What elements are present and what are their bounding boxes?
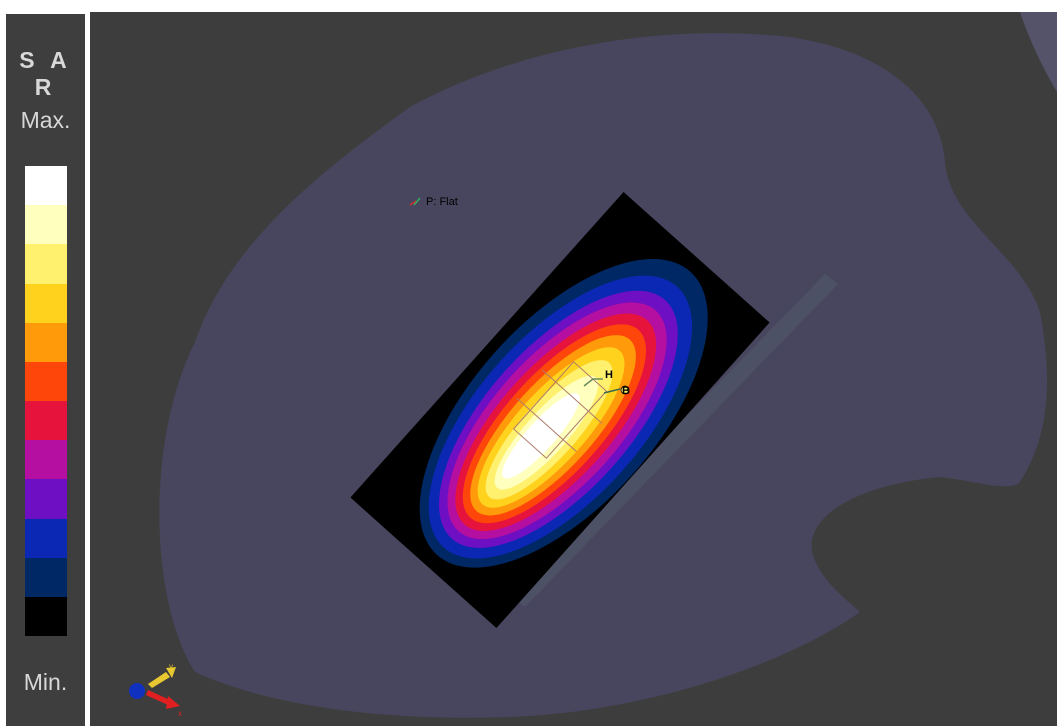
probe-label: P: Flat bbox=[426, 196, 458, 208]
color-scale-swatch bbox=[25, 361, 67, 402]
probe-shaft bbox=[510, 274, 838, 607]
sar-scan-area bbox=[350, 191, 770, 629]
sar-legend: S A R Max. Min. bbox=[6, 14, 85, 726]
b-marker-line bbox=[603, 388, 621, 394]
color-scale-swatch bbox=[25, 166, 67, 206]
b-marker-dot bbox=[620, 385, 630, 395]
h-marker-label: H bbox=[605, 369, 613, 381]
scene-svg: H B P: Flat y x bbox=[129, 12, 1057, 718]
color-scale-swatch bbox=[25, 244, 67, 284]
probe-marker-green bbox=[413, 197, 421, 206]
color-scale-swatch bbox=[25, 322, 67, 362]
color-scale-swatch bbox=[25, 596, 67, 637]
color-scale-swatch bbox=[25, 479, 67, 519]
b-marker-label: B bbox=[622, 385, 630, 397]
color-scale bbox=[25, 166, 67, 637]
color-scale-swatch bbox=[25, 283, 67, 323]
axis-x-label: x bbox=[178, 709, 182, 718]
axis-y-label: y bbox=[169, 662, 173, 671]
legend-title: S A R bbox=[19, 47, 72, 100]
3d-viewport[interactable]: H B P: Flat y x bbox=[90, 12, 1057, 726]
color-scale-swatch bbox=[25, 557, 67, 597]
color-scale-swatch bbox=[25, 518, 67, 558]
color-scale-swatch bbox=[25, 205, 67, 245]
axis-gizmo: y x bbox=[129, 662, 182, 718]
color-scale-swatch bbox=[25, 401, 67, 441]
color-scale-swatch bbox=[25, 440, 67, 480]
probe-marker-red bbox=[409, 200, 417, 206]
legend-min-label: Min. bbox=[23, 669, 68, 695]
legend-max-label: Max. bbox=[20, 107, 71, 133]
h-marker-line bbox=[583, 378, 603, 387]
phantom-edge-shadow bbox=[1020, 12, 1057, 92]
